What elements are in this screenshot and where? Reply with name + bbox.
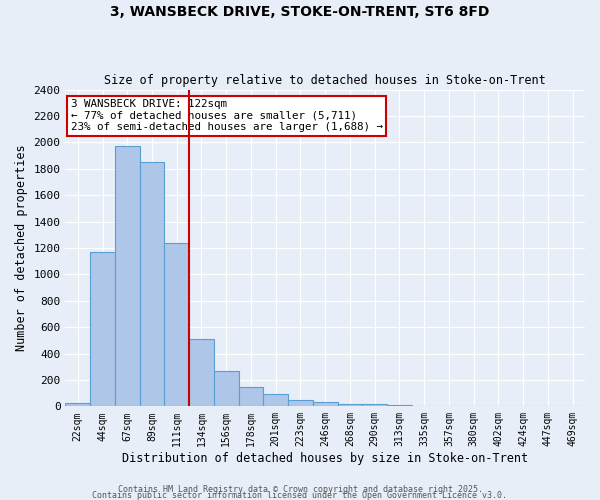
Bar	[140, 162, 164, 406]
Text: 3, WANSBECK DRIVE, STOKE-ON-TRENT, ST6 8FD: 3, WANSBECK DRIVE, STOKE-ON-TRENT, ST6 8…	[110, 5, 490, 19]
X-axis label: Distribution of detached houses by size in Stoke-on-Trent: Distribution of detached houses by size …	[122, 452, 528, 465]
Y-axis label: Number of detached properties: Number of detached properties	[15, 144, 28, 352]
Bar	[313, 402, 338, 406]
Bar	[164, 242, 189, 406]
Text: Contains public sector information licensed under the Open Government Licence v3: Contains public sector information licen…	[92, 491, 508, 500]
Bar	[387, 405, 412, 406]
Text: 3 WANSBECK DRIVE: 122sqm
← 77% of detached houses are smaller (5,711)
23% of sem: 3 WANSBECK DRIVE: 122sqm ← 77% of detach…	[71, 99, 383, 132]
Bar	[115, 146, 140, 406]
Bar	[239, 386, 263, 406]
Bar	[189, 339, 214, 406]
Bar	[214, 370, 239, 406]
Bar	[263, 394, 288, 406]
Bar	[65, 403, 90, 406]
Bar	[362, 404, 387, 406]
Text: Contains HM Land Registry data © Crown copyright and database right 2025.: Contains HM Land Registry data © Crown c…	[118, 485, 482, 494]
Bar	[288, 400, 313, 406]
Bar	[338, 404, 362, 406]
Title: Size of property relative to detached houses in Stoke-on-Trent: Size of property relative to detached ho…	[104, 74, 546, 87]
Bar	[90, 252, 115, 406]
